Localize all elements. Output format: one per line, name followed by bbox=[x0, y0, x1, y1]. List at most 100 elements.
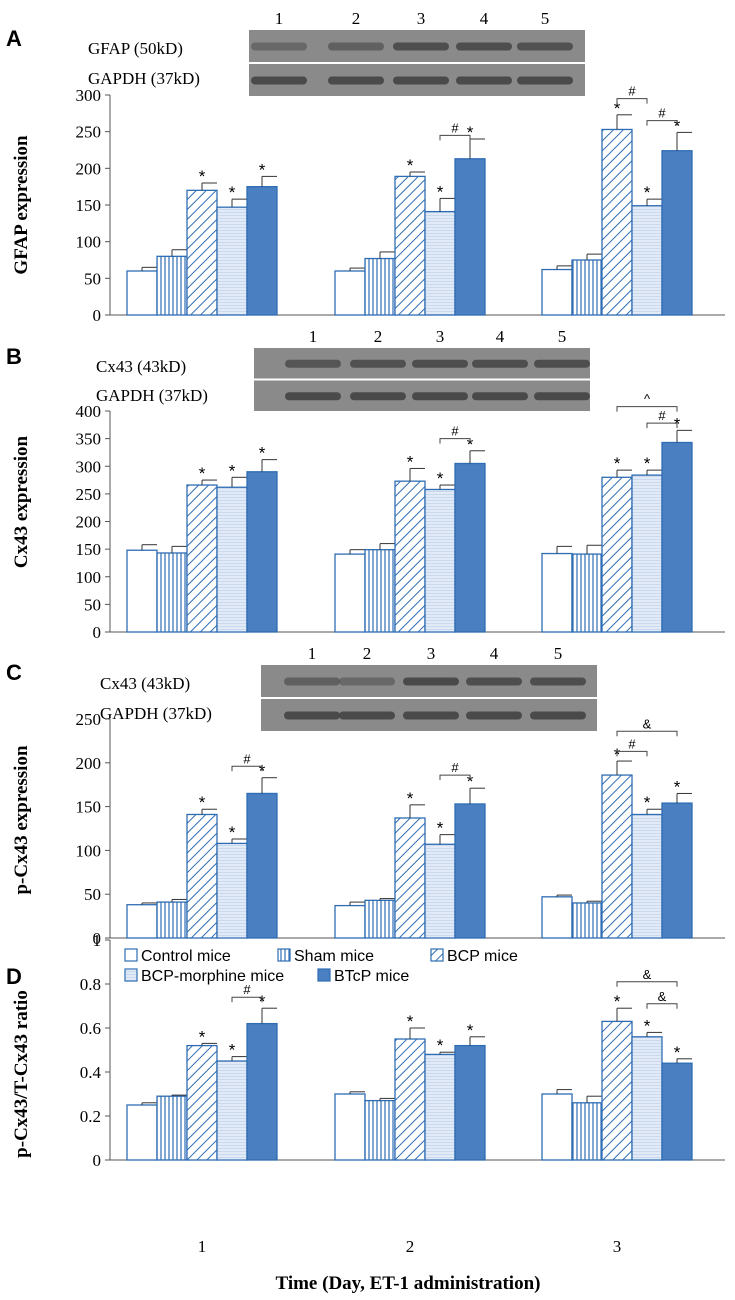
bar bbox=[334, 1093, 366, 1161]
bar bbox=[156, 255, 188, 316]
panel-d-chart: 00.20.40.60.81**** *****# && bbox=[80, 931, 725, 1170]
significance-star: * bbox=[229, 1041, 236, 1060]
comparison-bracket bbox=[646, 120, 678, 126]
x-tick-label: 1 bbox=[198, 1237, 207, 1256]
y-tick-label: 0 bbox=[93, 306, 102, 325]
blot-band bbox=[284, 711, 340, 720]
legend-swatch bbox=[317, 968, 331, 982]
significance-star: * bbox=[614, 992, 621, 1011]
significance-star: * bbox=[259, 444, 266, 463]
legend-label: BCP-morphine mice bbox=[141, 968, 284, 985]
blot-a-label-top: GFAP (50kD) bbox=[88, 39, 183, 58]
bar bbox=[364, 899, 396, 939]
bar bbox=[364, 257, 396, 316]
comparison-bracket bbox=[616, 730, 678, 737]
bracket-symbol: # bbox=[628, 84, 636, 99]
lane-number: 3 bbox=[436, 327, 445, 346]
legend-swatch bbox=[430, 948, 444, 962]
bracket-symbol: # bbox=[243, 751, 251, 766]
bar bbox=[126, 270, 158, 316]
bar bbox=[156, 1095, 188, 1161]
lane-number: 5 bbox=[541, 9, 550, 28]
significance-star: * bbox=[674, 777, 681, 796]
blot-band bbox=[530, 711, 586, 720]
comparison-bracket bbox=[616, 981, 678, 987]
bar bbox=[424, 210, 456, 316]
blot-band bbox=[284, 677, 340, 686]
bracket-symbol: # bbox=[451, 760, 459, 775]
bar bbox=[601, 1020, 633, 1161]
blot-band bbox=[517, 76, 573, 85]
significance-star: * bbox=[674, 1043, 681, 1062]
y-tick-label: 0 bbox=[93, 929, 102, 948]
bar bbox=[364, 1099, 396, 1161]
bar bbox=[394, 175, 426, 316]
comparison-bracket bbox=[439, 134, 471, 141]
bracket-symbol: & bbox=[643, 716, 652, 731]
blot-c-label-top: Cx43 (43kD) bbox=[100, 674, 190, 693]
bar bbox=[454, 158, 486, 316]
blot-band bbox=[530, 677, 586, 686]
blot-a-label-bottom: GAPDH (37kD) bbox=[88, 69, 200, 88]
bar bbox=[571, 902, 603, 939]
lane-number: 4 bbox=[480, 9, 489, 28]
bar bbox=[661, 441, 693, 633]
legend-label: BTcP mice bbox=[334, 968, 409, 985]
y-tick-label: 100 bbox=[76, 233, 102, 252]
significance-star: * bbox=[644, 1016, 651, 1035]
bar bbox=[186, 1044, 218, 1161]
bar bbox=[454, 803, 486, 939]
bar bbox=[334, 904, 366, 939]
significance-star: * bbox=[259, 160, 266, 179]
bracket-symbol: # bbox=[658, 106, 666, 121]
blot-band bbox=[339, 711, 395, 720]
bar bbox=[631, 205, 663, 316]
panel-letter-a: A bbox=[6, 26, 22, 51]
legend-label: BCP mice bbox=[447, 948, 518, 965]
significance-star: * bbox=[407, 1012, 414, 1031]
y-tick-label: 1 bbox=[93, 931, 102, 950]
significance-star: * bbox=[437, 1036, 444, 1055]
y-tick-label: 300 bbox=[76, 457, 102, 476]
blot-band bbox=[472, 392, 528, 401]
lane-number: 3 bbox=[417, 9, 426, 28]
significance-star: * bbox=[229, 183, 236, 202]
y-tick-label: 200 bbox=[76, 513, 102, 532]
blot-band bbox=[403, 711, 459, 720]
bar bbox=[216, 486, 248, 633]
bar bbox=[571, 1102, 603, 1161]
bar bbox=[601, 476, 633, 633]
bracket-symbol: # bbox=[451, 120, 459, 135]
bar bbox=[364, 549, 396, 633]
bar bbox=[334, 270, 366, 316]
blot-band bbox=[328, 76, 384, 85]
blot-band bbox=[534, 359, 590, 368]
blot-band bbox=[456, 42, 512, 51]
blot-band bbox=[285, 392, 341, 401]
blot-band bbox=[412, 392, 468, 401]
bar bbox=[156, 552, 188, 633]
bar bbox=[631, 813, 663, 939]
bar bbox=[246, 1022, 278, 1161]
bar bbox=[541, 552, 573, 633]
panel-a-ylabel: GFAP expression bbox=[11, 135, 32, 275]
blot-band bbox=[534, 392, 590, 401]
bar bbox=[601, 128, 633, 316]
legend-swatch bbox=[124, 968, 138, 982]
y-tick-label: 100 bbox=[76, 568, 102, 587]
lane-number: 2 bbox=[352, 9, 361, 28]
significance-star: * bbox=[644, 793, 651, 812]
bar bbox=[601, 774, 633, 939]
bracket-symbol: & bbox=[658, 989, 667, 1004]
lane-number: 1 bbox=[275, 9, 284, 28]
blot-band bbox=[350, 359, 406, 368]
bar bbox=[186, 189, 218, 316]
bracket-symbol: ^ bbox=[644, 392, 651, 407]
significance-star: * bbox=[614, 99, 621, 118]
blot-b-label-bottom: GAPDH (37kD) bbox=[96, 386, 208, 405]
comparison-bracket bbox=[231, 996, 263, 1003]
x-tick-label: 3 bbox=[613, 1237, 622, 1256]
blot-band bbox=[472, 359, 528, 368]
